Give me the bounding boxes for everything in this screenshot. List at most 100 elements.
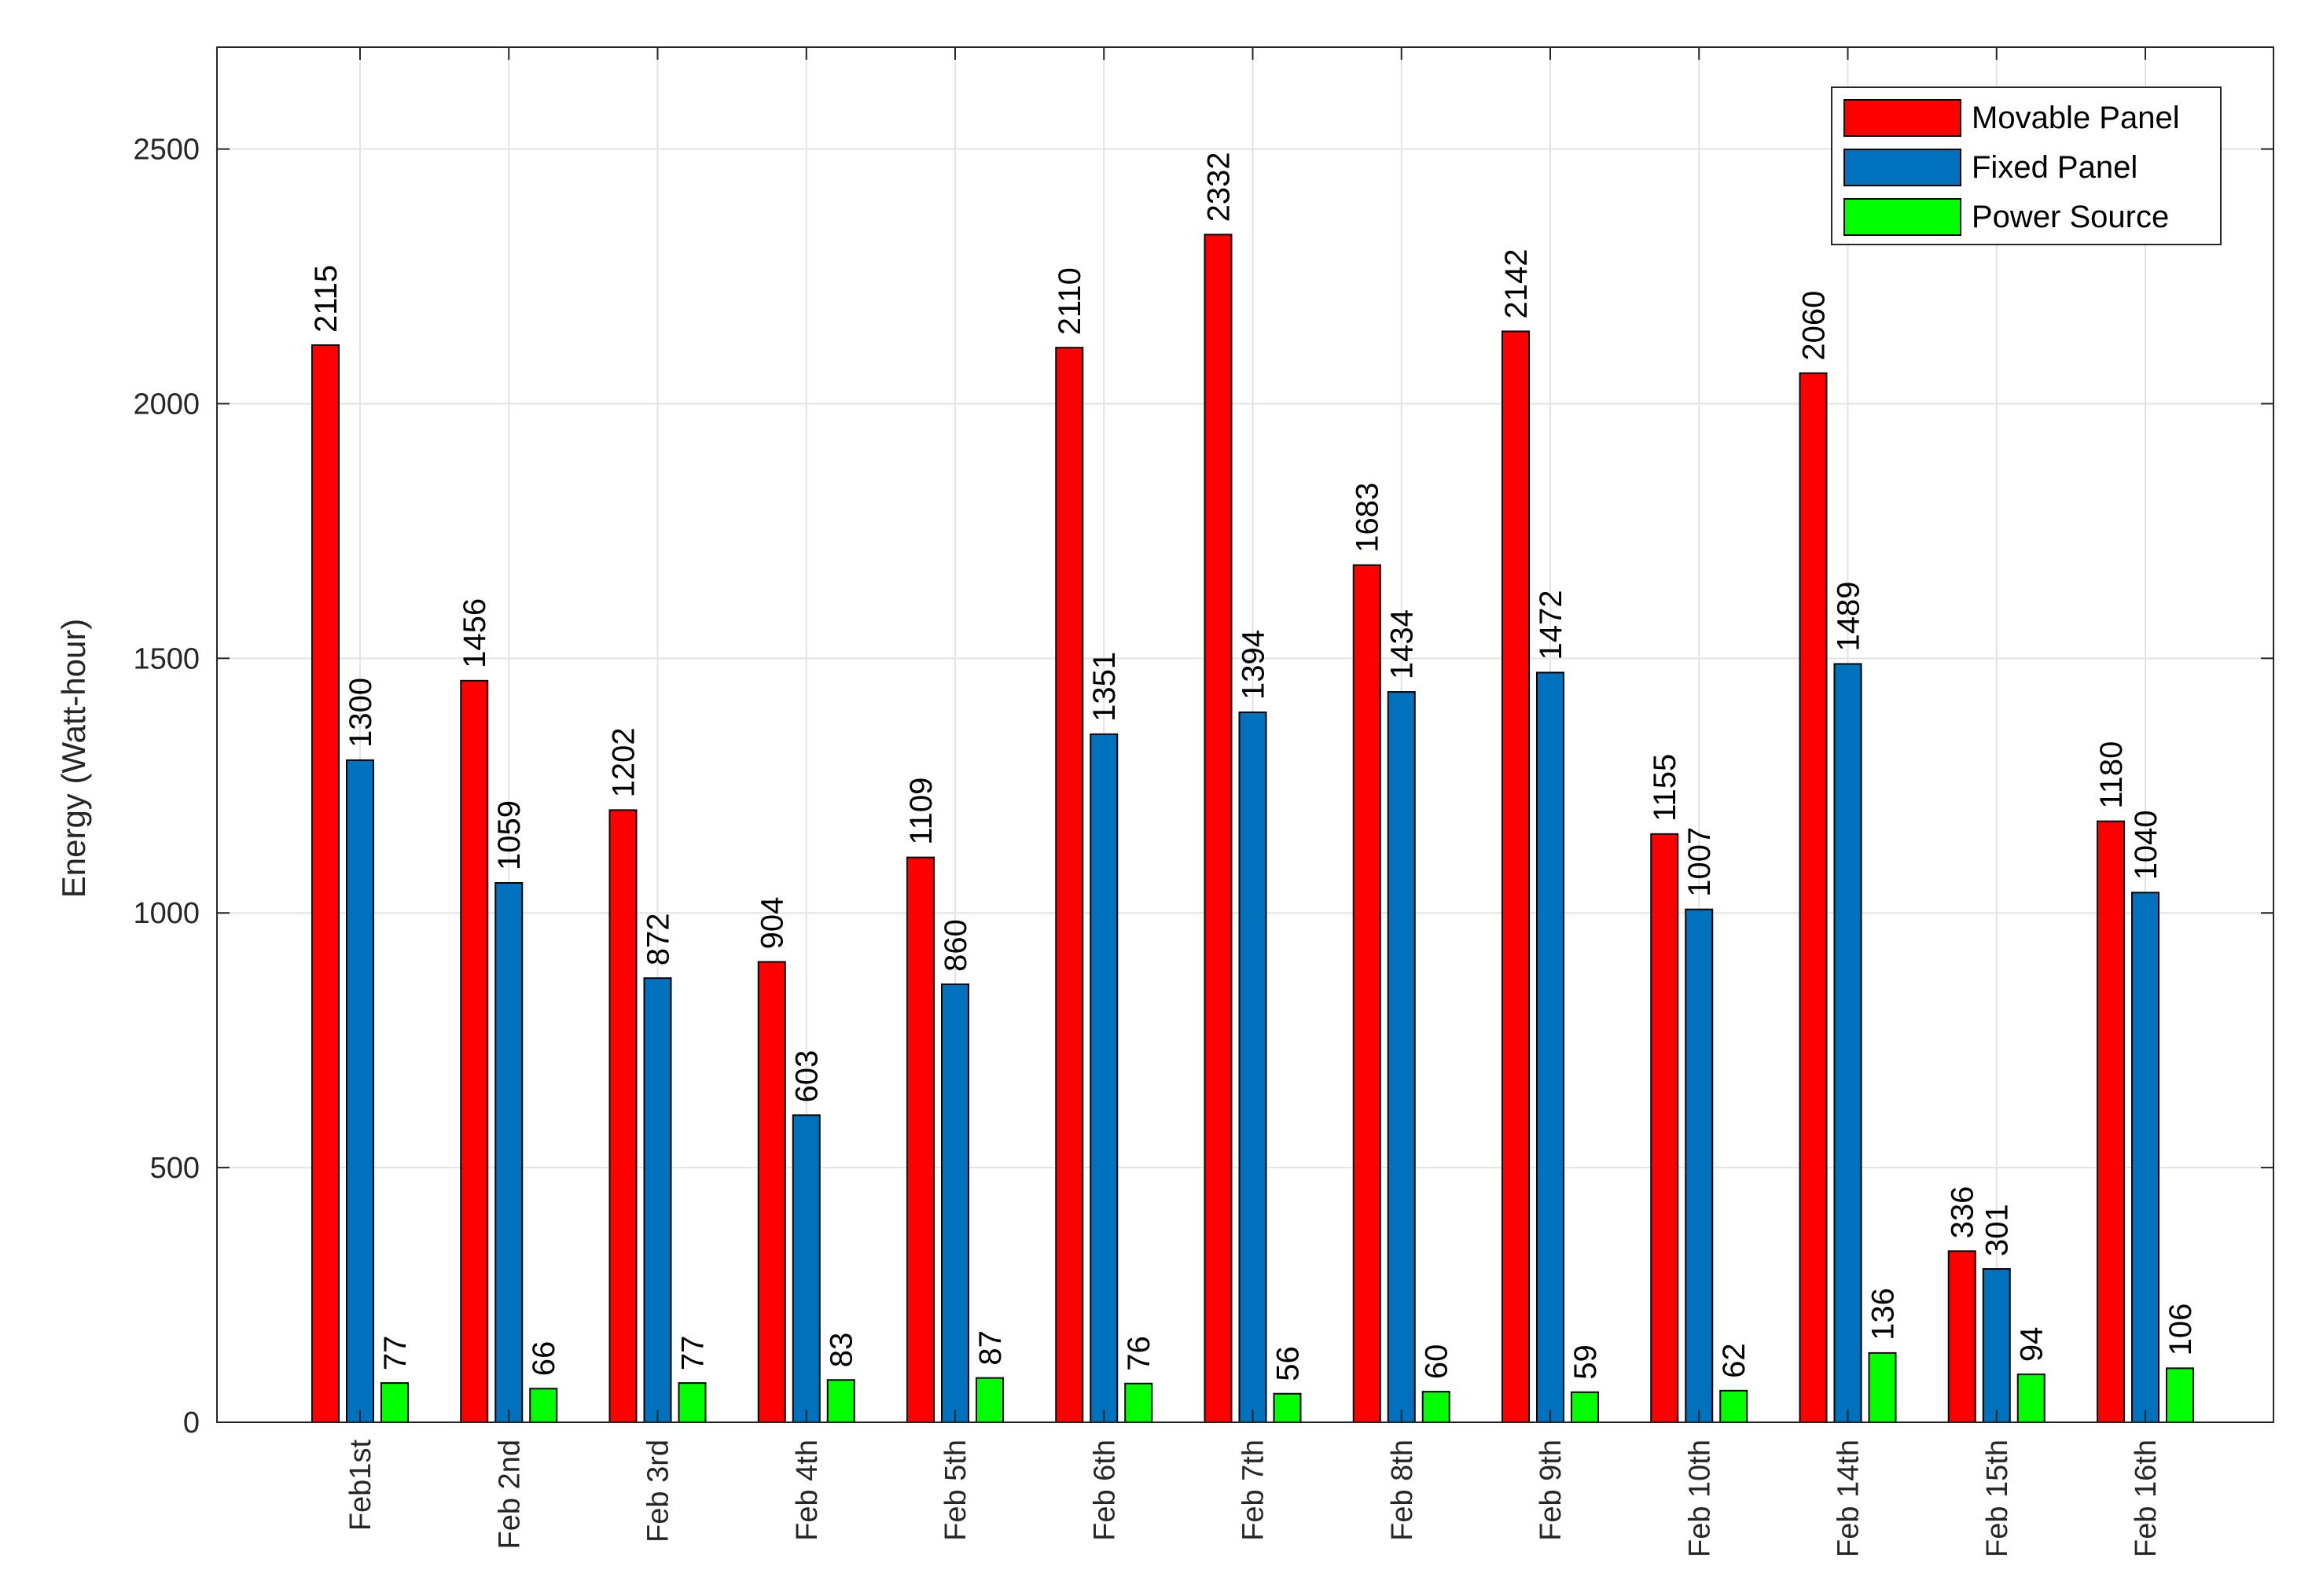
data-label: 2110: [1053, 267, 1087, 335]
y-axis: 0 500 1000 1500 2000 2500: [133, 134, 2273, 1440]
legend: Movable Panel Fixed Panel Power Source: [1831, 86, 2222, 245]
data-label: 106: [2163, 1304, 2198, 1356]
bar: [678, 1382, 707, 1423]
y-tick-label: 1000: [133, 897, 200, 930]
bar: [494, 882, 524, 1423]
data-label: 1489: [1832, 581, 1866, 651]
bar: [643, 977, 672, 1424]
bar: [1387, 691, 1416, 1423]
x-tick-label: Feb 7th: [1237, 1440, 1270, 1541]
bar: [529, 1388, 558, 1424]
y-tick-label: 0: [183, 1407, 200, 1440]
data-label: 1007: [1682, 827, 1717, 897]
data-label: 1059: [492, 800, 527, 870]
data-label: 603: [790, 1050, 825, 1103]
bar: [826, 1379, 855, 1424]
data-label: 66: [527, 1341, 561, 1377]
bar: [1571, 1391, 1599, 1424]
data-label: 1472: [1534, 590, 1568, 660]
x-tick-label: Feb 15th: [1981, 1440, 2014, 1557]
x-tick-label: Feb 14th: [1832, 1440, 1865, 1557]
y-tick-label: 1500: [133, 642, 200, 675]
y-tick-label: 2500: [133, 134, 200, 167]
bar: [346, 759, 374, 1423]
bar: [380, 1382, 409, 1423]
x-tick-label: Feb 16th: [2130, 1440, 2163, 1557]
bar: [792, 1114, 821, 1423]
bar: [1352, 564, 1381, 1423]
data-label: 1155: [1648, 754, 1682, 822]
x-tick-label: Feb 5th: [939, 1440, 972, 1541]
bar: [906, 856, 935, 1424]
x-tick-label: Feb1st: [344, 1440, 377, 1532]
data-label: 1040: [2129, 810, 2163, 880]
bar: [1502, 330, 1530, 1424]
data-label: 1202: [607, 727, 641, 797]
legend-swatch: [1843, 99, 1961, 137]
bar: [460, 679, 489, 1423]
data-label: 2060: [1797, 291, 1832, 361]
data-label: 2115: [309, 265, 344, 333]
data-label: 94: [2015, 1327, 2049, 1362]
bar: [1421, 1391, 1450, 1423]
data-label: 77: [378, 1336, 413, 1371]
legend-swatch: [1843, 198, 1961, 236]
y-tick-label: 500: [150, 1152, 200, 1185]
data-label: 1180: [2094, 741, 2129, 809]
y-axis-label: Energy (Watt-hour): [55, 619, 92, 899]
data-label: 1351: [1087, 652, 1122, 722]
bar: [2131, 892, 2159, 1424]
bar: [1947, 1250, 1976, 1424]
plot-area: [216, 46, 2274, 1423]
data-label: 1394: [1237, 630, 1271, 700]
data-label: 1683: [1351, 483, 1385, 553]
data-label: 62: [1717, 1343, 1751, 1378]
data-label: 904: [755, 897, 790, 950]
bar: [1685, 908, 1714, 1423]
bar: [1719, 1389, 1748, 1423]
bar: [1090, 733, 1119, 1423]
bar: [976, 1377, 1004, 1423]
data-label: 1456: [458, 598, 492, 668]
legend-entry: Power Source: [1972, 200, 2169, 234]
bar: [1536, 671, 1564, 1423]
bar: [1124, 1382, 1153, 1424]
data-label: 56: [1271, 1346, 1306, 1381]
bar: [1238, 711, 1267, 1423]
bar: [1055, 347, 1084, 1424]
data-label: 2332: [1202, 152, 1237, 222]
bar: [608, 809, 638, 1423]
data-label: 83: [825, 1333, 859, 1368]
bar: [311, 344, 340, 1424]
data-label: 59: [1568, 1344, 1603, 1380]
bars: [311, 234, 2194, 1424]
bar: [1650, 833, 1679, 1423]
bar: [2016, 1374, 2046, 1423]
bar: [1982, 1268, 2011, 1424]
x-tick-label: Feb 10th: [1683, 1440, 1716, 1557]
bar: [1799, 372, 1828, 1424]
bar: [1868, 1351, 1897, 1423]
bar: [1833, 663, 1862, 1423]
data-label: 1109: [904, 778, 939, 845]
legend-entry: Fixed Panel: [1972, 150, 2137, 185]
x-tick-label: Feb 9th: [1535, 1440, 1568, 1541]
bar: [1273, 1392, 1302, 1424]
data-label: 872: [641, 913, 676, 965]
bar: [941, 983, 969, 1423]
value-labels: 2115 1456 1202 904 1109 2110 2332 1683 2142 1155 2…: [309, 152, 2198, 1381]
legend-swatch: [1843, 149, 1961, 186]
x-tick-label: Feb 4th: [791, 1440, 824, 1541]
x-tick-label: Feb 8th: [1386, 1440, 1419, 1541]
data-label: 76: [1122, 1336, 1156, 1371]
data-label: 336: [1946, 1186, 1980, 1239]
data-label: 87: [973, 1330, 1008, 1366]
x-tick-label: Feb 3rd: [642, 1440, 675, 1543]
bar: [2166, 1367, 2194, 1424]
data-label: 301: [1980, 1204, 2015, 1256]
legend-entry: Movable Panel: [1972, 101, 2180, 135]
data-label: 860: [939, 919, 973, 972]
x-tick-label: Feb 6th: [1088, 1440, 1121, 1541]
data-label: 60: [1420, 1344, 1454, 1380]
